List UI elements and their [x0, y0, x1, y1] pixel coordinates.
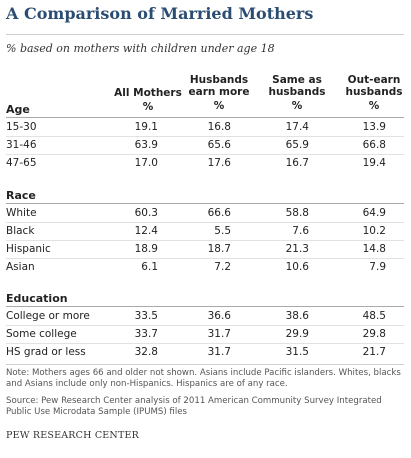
table-cell: 31.7	[207, 346, 231, 358]
table-cell: 36.6	[207, 310, 231, 322]
table-cell: 33.7	[134, 328, 158, 340]
table-cell: 16.8	[207, 121, 231, 133]
table-cell: 65.6	[207, 139, 231, 151]
column-header-label: Husbands earn more	[188, 74, 250, 98]
row-label: 31-46	[6, 139, 37, 151]
row-label: College or more	[6, 310, 90, 322]
table-row: 47-65 17.0 17.6 16.7 19.4	[6, 157, 404, 173]
column-header-all-mothers: All Mothers %	[108, 87, 188, 113]
column-header-label: Out-earn husbands	[345, 74, 403, 98]
section-heading-education: Education	[6, 292, 68, 305]
row-label: HS grad or less	[6, 346, 86, 358]
title-divider	[6, 34, 404, 35]
row-label: 47-65	[6, 157, 37, 169]
row-divider	[6, 343, 404, 344]
table-cell: 21.7	[362, 346, 386, 358]
table-cell: 12.4	[134, 225, 158, 237]
table-cell: 18.9	[134, 243, 158, 255]
row-divider	[6, 136, 404, 137]
table-cell: 64.9	[362, 207, 386, 219]
column-header-label: All Mothers	[114, 87, 182, 99]
row-divider	[6, 222, 404, 223]
column-header-label: Same as husbands	[268, 74, 326, 98]
table-cell: 58.8	[285, 207, 309, 219]
column-header-unit: %	[142, 101, 154, 113]
table-cell: 5.5	[214, 225, 231, 237]
table-bottom-divider	[6, 364, 404, 365]
section-divider	[6, 117, 404, 118]
page-title: A Comparison of Married Mothers	[6, 4, 314, 23]
table-cell: 19.1	[134, 121, 158, 133]
column-header-husbands-earn-more: Husbands earn more %	[179, 74, 259, 112]
table-row: HS grad or less 32.8 31.7 31.5 21.7	[6, 346, 404, 362]
row-divider	[6, 154, 404, 155]
table-row: Black 12.4 5.5 7.6 10.2	[6, 225, 404, 241]
brand-wordmark: PEW RESEARCH CENTER	[6, 430, 139, 441]
table-row: White 60.3 66.6 58.8 64.9	[6, 207, 404, 223]
table-cell: 14.8	[362, 243, 386, 255]
table-cell: 7.9	[369, 261, 386, 273]
table-cell: 17.0	[134, 157, 158, 169]
table-note: Note: Mothers ages 66 and older not show…	[6, 368, 401, 389]
table-row: Hispanic 18.9 18.7 21.3 14.8	[6, 243, 404, 259]
section-divider	[6, 306, 404, 307]
table-cell: 7.6	[292, 225, 309, 237]
table-cell: 33.5	[134, 310, 158, 322]
table-row: 31-46 63.9 65.6 65.9 66.8	[6, 139, 404, 155]
row-label: Asian	[6, 261, 35, 273]
table-cell: 17.6	[207, 157, 231, 169]
row-label: Black	[6, 225, 35, 237]
row-divider	[6, 240, 404, 241]
table-cell: 31.5	[285, 346, 309, 358]
row-label: White	[6, 207, 37, 219]
table-cell: 31.7	[207, 328, 231, 340]
row-label: 15-30	[6, 121, 37, 133]
table-cell: 10.6	[285, 261, 309, 273]
table-cell: 17.4	[285, 121, 309, 133]
table-cell: 29.8	[362, 328, 386, 340]
table-cell: 21.3	[285, 243, 309, 255]
table-cell: 29.9	[285, 328, 309, 340]
table-row: College or more 33.5 36.6 38.6 48.5	[6, 310, 404, 326]
table-cell: 65.9	[285, 139, 309, 151]
table-row: Asian 6.1 7.2 10.6 7.9	[6, 261, 404, 277]
table-cell: 66.8	[362, 139, 386, 151]
row-label: Hispanic	[6, 243, 51, 255]
row-divider	[6, 325, 404, 326]
section-heading-age: Age	[6, 103, 30, 116]
table-cell: 6.1	[141, 261, 158, 273]
column-header-unit: %	[213, 100, 225, 112]
table-source: Source: Pew Research Center analysis of …	[6, 396, 382, 417]
row-divider	[6, 258, 404, 259]
column-header-unit: %	[291, 100, 303, 112]
subtitle: % based on mothers with children under a…	[6, 42, 275, 55]
row-label: Some college	[6, 328, 77, 340]
table-cell: 60.3	[134, 207, 158, 219]
section-heading-race: Race	[6, 189, 36, 202]
table-cell: 32.8	[134, 346, 158, 358]
table-row: 15-30 19.1 16.8 17.4 13.9	[6, 121, 404, 137]
table-cell: 66.6	[207, 207, 231, 219]
column-header-out-earn-husbands: Out-earn husbands %	[334, 74, 411, 112]
table-row: Some college 33.7 31.7 29.9 29.8	[6, 328, 404, 344]
table-cell: 16.7	[285, 157, 309, 169]
table-cell: 48.5	[362, 310, 386, 322]
table-cell: 38.6	[285, 310, 309, 322]
table-cell: 7.2	[214, 261, 231, 273]
section-divider	[6, 203, 404, 204]
table-cell: 63.9	[134, 139, 158, 151]
column-header-same-as-husbands: Same as husbands %	[257, 74, 337, 112]
table-cell: 19.4	[362, 157, 386, 169]
table-cell: 10.2	[362, 225, 386, 237]
table-cell: 18.7	[207, 243, 231, 255]
table-cell: 13.9	[362, 121, 386, 133]
column-header-unit: %	[368, 100, 380, 112]
